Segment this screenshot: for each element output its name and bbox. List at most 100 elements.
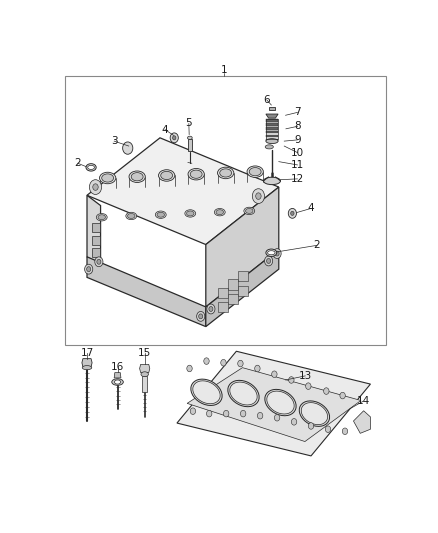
Ellipse shape	[82, 366, 92, 370]
Ellipse shape	[99, 172, 116, 184]
Circle shape	[288, 208, 297, 219]
Ellipse shape	[214, 208, 225, 216]
Ellipse shape	[265, 390, 296, 416]
Text: 11: 11	[291, 160, 304, 170]
Ellipse shape	[268, 251, 275, 255]
Ellipse shape	[129, 171, 145, 182]
Text: 12: 12	[291, 174, 304, 184]
Bar	[238, 286, 248, 296]
Polygon shape	[187, 368, 361, 441]
Polygon shape	[206, 187, 279, 307]
Bar	[218, 302, 228, 312]
Bar	[268, 107, 276, 110]
Ellipse shape	[131, 173, 143, 181]
Circle shape	[258, 413, 263, 419]
Bar	[142, 376, 148, 392]
Polygon shape	[87, 195, 101, 265]
Circle shape	[265, 256, 273, 266]
Polygon shape	[140, 365, 150, 373]
Text: 4: 4	[162, 125, 168, 135]
Circle shape	[197, 311, 205, 321]
Bar	[238, 271, 248, 281]
Circle shape	[342, 428, 348, 434]
Circle shape	[240, 410, 246, 417]
Circle shape	[289, 377, 294, 383]
Ellipse shape	[249, 167, 261, 176]
Ellipse shape	[127, 214, 135, 219]
Polygon shape	[206, 249, 279, 327]
Circle shape	[204, 358, 209, 365]
Text: 9: 9	[294, 135, 301, 145]
Ellipse shape	[187, 136, 192, 140]
Text: 10: 10	[291, 148, 304, 158]
Bar	[188, 139, 191, 151]
Circle shape	[275, 251, 279, 256]
Circle shape	[254, 365, 260, 372]
Circle shape	[223, 410, 229, 417]
Bar	[228, 279, 238, 290]
Text: 1: 1	[221, 65, 228, 75]
Ellipse shape	[247, 166, 263, 177]
Circle shape	[267, 259, 271, 263]
Circle shape	[221, 359, 226, 366]
Ellipse shape	[112, 379, 124, 385]
Circle shape	[325, 426, 331, 432]
Ellipse shape	[188, 168, 204, 180]
Bar	[265, 119, 279, 139]
Ellipse shape	[86, 164, 96, 171]
Ellipse shape	[246, 208, 253, 213]
Polygon shape	[265, 139, 279, 141]
Circle shape	[291, 418, 297, 425]
Ellipse shape	[190, 170, 202, 179]
Text: 15: 15	[138, 348, 152, 358]
Circle shape	[273, 248, 281, 259]
Circle shape	[123, 142, 133, 154]
Polygon shape	[353, 411, 371, 433]
Polygon shape	[266, 114, 278, 118]
Circle shape	[87, 266, 91, 272]
Ellipse shape	[98, 215, 106, 220]
Polygon shape	[114, 373, 121, 378]
Circle shape	[340, 392, 345, 399]
Text: 3: 3	[111, 136, 117, 146]
Ellipse shape	[88, 165, 95, 169]
Circle shape	[187, 365, 192, 372]
Circle shape	[190, 408, 196, 415]
Text: 13: 13	[299, 371, 312, 381]
Polygon shape	[87, 257, 206, 327]
Polygon shape	[82, 359, 92, 367]
Circle shape	[256, 193, 261, 199]
Circle shape	[170, 133, 178, 143]
Ellipse shape	[126, 212, 137, 220]
Polygon shape	[177, 351, 371, 456]
Ellipse shape	[102, 174, 113, 182]
Ellipse shape	[299, 401, 329, 426]
Text: 7: 7	[294, 107, 301, 117]
Bar	[92, 248, 99, 257]
Ellipse shape	[185, 210, 196, 217]
Ellipse shape	[191, 379, 222, 406]
Circle shape	[199, 314, 203, 319]
Ellipse shape	[157, 212, 165, 217]
Ellipse shape	[267, 391, 294, 414]
Ellipse shape	[216, 209, 223, 215]
Text: 5: 5	[186, 118, 192, 128]
Ellipse shape	[141, 372, 148, 377]
Bar	[218, 288, 228, 298]
Circle shape	[173, 136, 176, 140]
Ellipse shape	[301, 402, 328, 425]
Circle shape	[207, 304, 215, 314]
Ellipse shape	[266, 139, 278, 143]
Polygon shape	[265, 119, 279, 122]
Ellipse shape	[220, 169, 232, 177]
Ellipse shape	[187, 211, 194, 216]
Circle shape	[274, 415, 280, 421]
Text: 4: 4	[308, 204, 314, 213]
Ellipse shape	[218, 167, 234, 179]
Polygon shape	[87, 138, 279, 245]
Text: 17: 17	[80, 348, 94, 358]
Ellipse shape	[155, 211, 166, 219]
Polygon shape	[265, 127, 279, 130]
Circle shape	[291, 211, 294, 215]
Ellipse shape	[244, 207, 255, 215]
